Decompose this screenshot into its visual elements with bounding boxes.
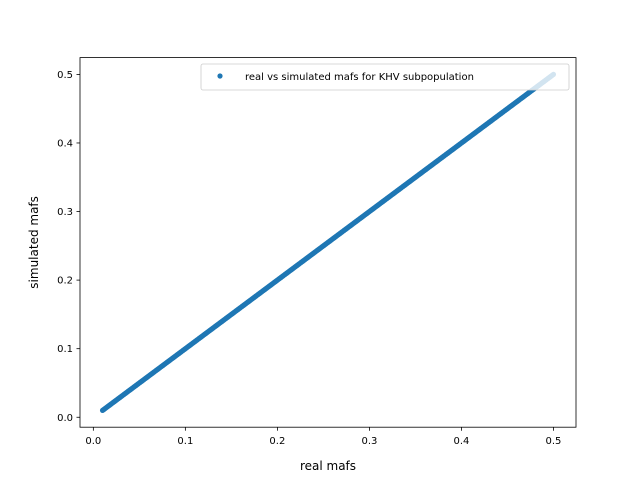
legend: real vs simulated mafs for KHV subpopula… bbox=[200, 63, 570, 91]
data-points bbox=[99, 71, 557, 413]
y-axis-ticks: 0.0 0.1 0.2 0.3 0.4 0.5 bbox=[57, 70, 80, 424]
legend-marker bbox=[217, 73, 223, 79]
x-tick-label: 0.0 bbox=[85, 436, 101, 447]
x-axis-label: real mafs bbox=[300, 459, 356, 473]
y-tick-label: 0.4 bbox=[57, 138, 73, 149]
x-axis-ticks: 0.0 0.1 0.2 0.3 0.4 0.5 bbox=[85, 427, 561, 447]
legend-entry-label: real vs simulated mafs for KHV subpopula… bbox=[245, 72, 474, 83]
y-tick-label: 0.1 bbox=[57, 344, 73, 355]
y-axis-label: simulated mafs bbox=[27, 196, 41, 289]
legend-box bbox=[200, 63, 570, 91]
x-tick-label: 0.5 bbox=[546, 436, 562, 447]
x-tick-label: 0.3 bbox=[361, 436, 377, 447]
x-tick-label: 0.4 bbox=[453, 436, 469, 447]
x-tick-label: 0.1 bbox=[177, 436, 193, 447]
axes-frame bbox=[79, 57, 577, 428]
y-tick-label: 0.2 bbox=[57, 276, 73, 287]
x-tick-label: 0.2 bbox=[269, 436, 285, 447]
y-tick-label: 0.0 bbox=[57, 413, 73, 424]
y-tick-label: 0.5 bbox=[57, 70, 73, 81]
y-tick-label: 0.3 bbox=[57, 207, 73, 218]
